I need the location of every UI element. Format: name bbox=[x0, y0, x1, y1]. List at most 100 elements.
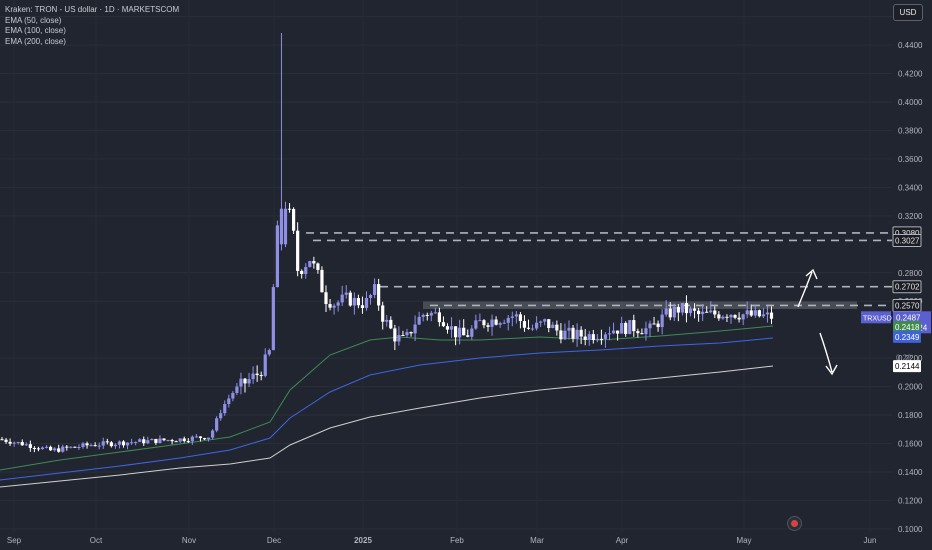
level-badge: 0.3080 bbox=[895, 229, 920, 238]
candle-body bbox=[611, 330, 616, 334]
candle-body bbox=[332, 305, 336, 308]
candle-body bbox=[142, 439, 146, 444]
candle-body bbox=[215, 418, 219, 431]
candle-body bbox=[729, 314, 733, 318]
candle-body bbox=[304, 266, 308, 275]
y-tick-label: 0.1800 bbox=[898, 411, 923, 420]
candle-body bbox=[219, 413, 223, 419]
candle-body bbox=[672, 306, 676, 318]
candle-body bbox=[518, 314, 522, 322]
candle-body bbox=[263, 354, 267, 376]
candle-body bbox=[449, 326, 454, 330]
candle-body bbox=[628, 320, 632, 335]
y-tick-label: 0.4000 bbox=[898, 98, 923, 107]
candle-body bbox=[73, 446, 77, 448]
candle-body bbox=[737, 317, 741, 320]
candle-body bbox=[579, 329, 583, 337]
ema200-badge: 0.2144 bbox=[895, 362, 920, 371]
candle-body bbox=[636, 331, 640, 334]
candle-body bbox=[761, 314, 765, 317]
candle-body bbox=[753, 310, 757, 316]
candle-body bbox=[656, 323, 660, 328]
candle-body bbox=[567, 327, 571, 331]
candle-body bbox=[421, 314, 425, 317]
candle-body bbox=[458, 327, 462, 338]
candle-body bbox=[251, 373, 255, 380]
candle-body bbox=[300, 270, 304, 275]
candle-body bbox=[36, 448, 41, 450]
candle-body bbox=[530, 328, 535, 330]
candle-body bbox=[352, 297, 356, 306]
candle-body bbox=[109, 442, 113, 447]
candle-body bbox=[502, 322, 506, 324]
candle-body bbox=[194, 436, 198, 438]
candle-body bbox=[65, 446, 69, 448]
tradingview-logo-icon bbox=[787, 516, 802, 531]
currency-button[interactable]: USD bbox=[893, 4, 923, 21]
x-tick-label: May bbox=[736, 536, 751, 545]
ema100-legend: EMA (100, close) bbox=[5, 26, 66, 35]
candle-body bbox=[283, 208, 288, 245]
candle-body bbox=[547, 319, 551, 329]
candle-body bbox=[296, 230, 300, 271]
candle-body bbox=[559, 330, 563, 340]
candle-body bbox=[603, 334, 608, 339]
candle-body bbox=[709, 310, 713, 313]
candle-body bbox=[202, 438, 207, 440]
candle-body bbox=[190, 436, 194, 442]
candle-body bbox=[336, 302, 340, 306]
candle-body bbox=[381, 305, 385, 322]
chart-title: Kraken: TRON - US dollar · 1D · MARKETSC… bbox=[5, 5, 180, 14]
candle-body bbox=[198, 436, 203, 439]
candle-body bbox=[360, 305, 365, 308]
symbol-badge-bg bbox=[861, 311, 891, 324]
candle-body bbox=[368, 294, 373, 298]
candle-body bbox=[563, 330, 567, 340]
candle-body bbox=[324, 292, 328, 305]
candle-body bbox=[130, 442, 134, 444]
candle-body bbox=[364, 297, 369, 308]
candle-body bbox=[680, 303, 684, 313]
candle-body bbox=[316, 263, 320, 270]
chart-legend: Kraken: TRON - US dollar · 1D · MARKETSC… bbox=[5, 5, 179, 47]
candle-body bbox=[113, 444, 117, 447]
candle-body bbox=[146, 440, 150, 444]
candle-body bbox=[8, 441, 12, 444]
candle-body bbox=[12, 442, 16, 444]
candle-body bbox=[389, 319, 393, 329]
ema200-line bbox=[0, 365, 774, 488]
candle-body bbox=[498, 323, 502, 325]
candle-body bbox=[433, 312, 437, 314]
candle-body bbox=[462, 327, 466, 336]
candle-body bbox=[53, 448, 57, 451]
candle-body bbox=[182, 438, 186, 442]
ema50-line bbox=[0, 325, 774, 471]
candle-body bbox=[757, 310, 761, 317]
y-tick-label: 0.1600 bbox=[898, 439, 923, 448]
candle-body bbox=[178, 438, 182, 442]
candle-body bbox=[624, 322, 628, 335]
candle-body bbox=[223, 404, 227, 414]
y-tick-label: 0.1200 bbox=[898, 496, 923, 505]
candle-body bbox=[668, 308, 672, 318]
y-tick-label: 0.2200 bbox=[898, 354, 923, 363]
x-tick-label: Oct bbox=[90, 536, 103, 545]
x-tick-label: Nov bbox=[182, 536, 196, 545]
y-tick-label: 0.2000 bbox=[898, 383, 923, 392]
x-tick-label: Apr bbox=[616, 536, 629, 545]
candle-body bbox=[692, 308, 697, 311]
candle-body bbox=[85, 443, 89, 446]
candle-body bbox=[162, 438, 166, 441]
candle-body bbox=[591, 334, 595, 341]
candle-body bbox=[81, 443, 85, 447]
x-tick-label: Sep bbox=[7, 536, 22, 545]
candle-body bbox=[688, 308, 693, 314]
candle-body bbox=[543, 319, 547, 322]
candle-body bbox=[186, 441, 190, 443]
candle-body bbox=[401, 334, 405, 336]
candle-body bbox=[121, 441, 126, 446]
candle-body bbox=[437, 312, 441, 323]
candle-body bbox=[535, 322, 539, 329]
candle-body bbox=[239, 378, 243, 387]
